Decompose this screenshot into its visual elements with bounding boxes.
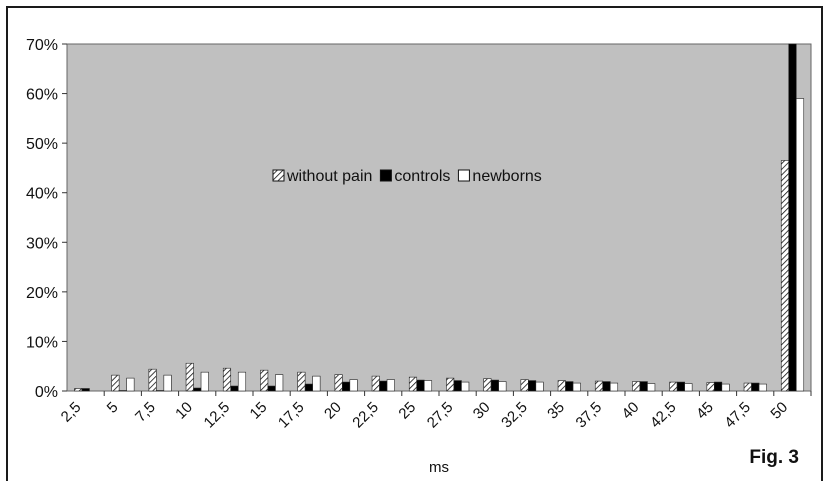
bar-without-pain bbox=[74, 388, 83, 392]
bar-controls bbox=[379, 380, 388, 392]
plot-area bbox=[66, 43, 812, 392]
x-tick-label: 12,5 bbox=[201, 399, 234, 432]
bar-newborns bbox=[386, 379, 395, 392]
bar-controls bbox=[304, 383, 313, 392]
bar-controls bbox=[714, 381, 723, 392]
bar-controls bbox=[788, 43, 797, 392]
figure-frame bbox=[6, 6, 823, 481]
x-tick-label: 22,5 bbox=[349, 399, 382, 432]
figure-label: Fig. 3 bbox=[749, 447, 799, 468]
bar-without-pain bbox=[297, 371, 306, 392]
bar-newborns bbox=[312, 375, 321, 392]
bar-newborns bbox=[349, 379, 358, 392]
bar-without-pain bbox=[632, 381, 641, 392]
bar-controls bbox=[193, 387, 202, 392]
x-tick-label: 32,5 bbox=[498, 399, 531, 432]
bar-controls bbox=[342, 381, 351, 392]
bar-newborns bbox=[535, 381, 544, 392]
bar-without-pain bbox=[446, 377, 455, 392]
legend-label: newborns bbox=[472, 168, 541, 185]
bar-newborns bbox=[609, 382, 619, 392]
bar-controls bbox=[751, 382, 760, 392]
bar-without-pain bbox=[260, 369, 269, 392]
bar-newborns bbox=[237, 371, 247, 392]
bar-newborns bbox=[461, 381, 470, 392]
y-tick-label: 70% bbox=[26, 37, 58, 54]
bar-newborns bbox=[647, 383, 656, 392]
bar-controls bbox=[453, 380, 462, 392]
bar-newborns bbox=[721, 383, 730, 392]
x-tick-label: 5 bbox=[104, 399, 122, 417]
bar-controls bbox=[565, 381, 574, 392]
bar-controls bbox=[81, 388, 90, 392]
bar-controls bbox=[416, 379, 425, 392]
x-tick-label: 20 bbox=[321, 399, 345, 423]
bar-newborns bbox=[163, 374, 172, 392]
bar-controls bbox=[230, 385, 239, 392]
bar-controls bbox=[602, 381, 611, 392]
bar-controls bbox=[267, 385, 276, 392]
legend: without pain controls newborns bbox=[272, 168, 542, 185]
legend-swatch bbox=[272, 169, 285, 182]
y-tick-label: 10% bbox=[26, 334, 58, 351]
x-tick-label: 7,5 bbox=[132, 399, 159, 426]
bar-controls bbox=[676, 381, 685, 392]
legend-swatch bbox=[379, 169, 392, 182]
bar-newborns bbox=[200, 371, 209, 392]
legend-label: without pain bbox=[286, 168, 372, 185]
x-tick-label: 17,5 bbox=[275, 399, 308, 432]
x-tick-label: 47,5 bbox=[721, 399, 754, 432]
y-tick-label: 50% bbox=[26, 136, 58, 153]
x-tick-label: 40 bbox=[619, 399, 643, 423]
bars-group bbox=[74, 43, 805, 392]
y-tick-label: 20% bbox=[26, 285, 58, 302]
bar-without-pain bbox=[743, 382, 752, 392]
y-tick-label: 40% bbox=[26, 186, 58, 203]
x-tick-label: 35 bbox=[544, 399, 568, 423]
bar-newborns bbox=[758, 383, 767, 392]
x-tick-label: 27,5 bbox=[424, 399, 457, 432]
bar-newborns bbox=[275, 374, 284, 392]
x-tick-label: 15 bbox=[247, 399, 271, 423]
bar-without-pain bbox=[222, 367, 232, 392]
bar-without-pain bbox=[371, 375, 380, 392]
bar-without-pain bbox=[557, 380, 566, 392]
bar-without-pain bbox=[408, 376, 418, 392]
bar-without-pain bbox=[483, 378, 492, 392]
y-tick-label: 30% bbox=[26, 235, 58, 252]
bar-newborns bbox=[498, 381, 507, 392]
bar-without-pain bbox=[669, 381, 678, 392]
bar-newborns bbox=[572, 382, 581, 392]
bar-newborns bbox=[684, 383, 693, 392]
bar-newborns bbox=[423, 380, 433, 392]
x-tick-label: 2,5 bbox=[58, 399, 85, 426]
bar-controls bbox=[639, 381, 648, 392]
bar-controls bbox=[490, 379, 499, 392]
x-tick-label: 45 bbox=[693, 399, 717, 423]
bar-without-pain bbox=[334, 374, 343, 392]
legend-swatch bbox=[457, 169, 470, 182]
bar-without-pain bbox=[594, 380, 604, 392]
x-tick-label: 37,5 bbox=[573, 399, 606, 432]
bar-newborns bbox=[795, 98, 805, 392]
bar-newborns bbox=[126, 377, 135, 392]
x-tick-label: 42,5 bbox=[647, 399, 680, 432]
legend-label: controls bbox=[394, 168, 450, 185]
bar-without-pain bbox=[185, 362, 194, 392]
bar-without-pain bbox=[148, 368, 157, 392]
bar-without-pain bbox=[111, 374, 120, 392]
bar-without-pain bbox=[706, 382, 715, 392]
bar-without-pain bbox=[780, 160, 790, 392]
bar-without-pain bbox=[520, 379, 529, 392]
x-tick-label: 25 bbox=[395, 399, 419, 423]
bar-controls bbox=[528, 380, 537, 392]
x-tick-label: 50 bbox=[767, 399, 791, 423]
x-axis-label: ms bbox=[429, 459, 449, 476]
y-tick-label: 60% bbox=[26, 87, 58, 104]
x-tick-label: 10 bbox=[172, 399, 196, 423]
y-tick-label: 0% bbox=[35, 384, 58, 401]
x-tick-label: 30 bbox=[470, 399, 494, 423]
